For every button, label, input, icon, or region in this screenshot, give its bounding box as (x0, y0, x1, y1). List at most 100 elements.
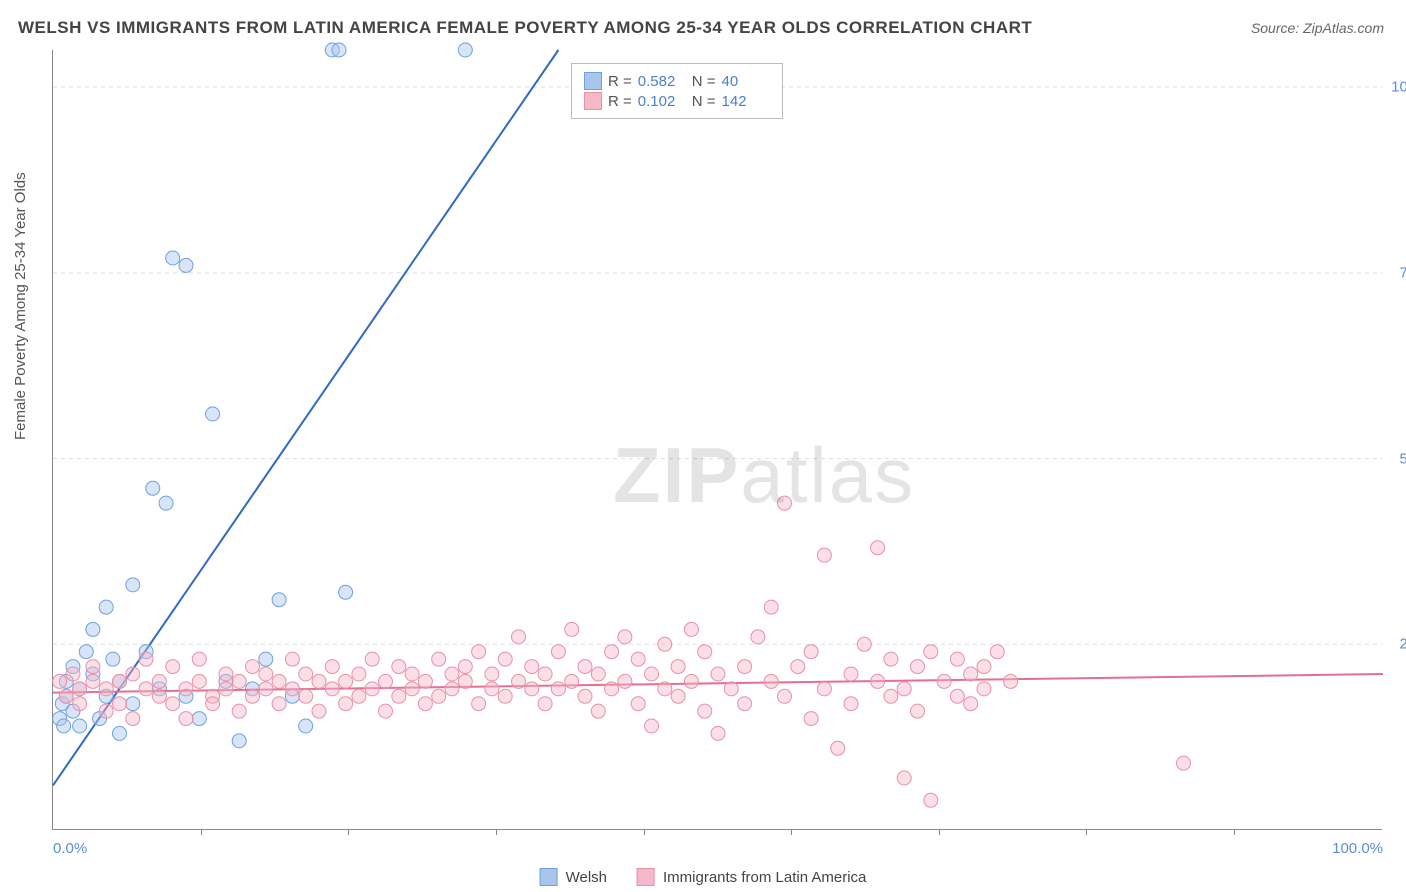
data-point (219, 667, 233, 681)
data-point (911, 660, 925, 674)
data-point (605, 645, 619, 659)
data-point (485, 667, 499, 681)
data-point (738, 660, 752, 674)
data-point (844, 667, 858, 681)
data-point (525, 682, 539, 696)
data-point (312, 704, 326, 718)
data-point (232, 674, 246, 688)
data-point (551, 682, 565, 696)
data-point (711, 726, 725, 740)
data-point (684, 674, 698, 688)
data-point (232, 734, 246, 748)
data-point (950, 652, 964, 666)
data-point (126, 697, 140, 711)
data-point (352, 689, 366, 703)
x-tick-mark (791, 829, 792, 835)
legend-n-value: 142 (722, 93, 770, 110)
data-point (379, 674, 393, 688)
data-point (285, 682, 299, 696)
data-point (73, 719, 87, 733)
data-point (804, 712, 818, 726)
data-point (232, 704, 246, 718)
data-point (911, 704, 925, 718)
data-point (751, 630, 765, 644)
data-point (113, 726, 127, 740)
data-point (458, 674, 472, 688)
data-point (339, 697, 353, 711)
legend-r-label: R = (608, 73, 632, 90)
data-point (259, 652, 273, 666)
y-tick-label: 25.0% (1399, 636, 1406, 653)
data-point (99, 600, 113, 614)
legend-n-label: N = (692, 73, 716, 90)
data-point (445, 667, 459, 681)
data-point (405, 682, 419, 696)
data-point (179, 682, 193, 696)
data-point (591, 704, 605, 718)
data-point (166, 660, 180, 674)
legend-item: Immigrants from Latin America (637, 868, 866, 886)
data-point (658, 637, 672, 651)
data-point (299, 689, 313, 703)
data-point (897, 682, 911, 696)
data-point (698, 704, 712, 718)
x-tick-mark (201, 829, 202, 835)
legend-r-value: 0.582 (638, 73, 686, 90)
data-point (578, 689, 592, 703)
data-point (525, 660, 539, 674)
data-point (738, 697, 752, 711)
data-point (79, 645, 93, 659)
data-point (871, 541, 885, 555)
data-point (418, 697, 432, 711)
data-point (498, 652, 512, 666)
data-point (365, 682, 379, 696)
data-point (219, 682, 233, 696)
data-point (458, 43, 472, 57)
data-point (139, 652, 153, 666)
plot-area: ZIPatlas R = 0.582N = 40R = 0.102N = 142… (52, 50, 1382, 830)
data-point (99, 682, 113, 696)
data-point (658, 682, 672, 696)
data-point (106, 652, 120, 666)
x-tick-label: 100.0% (1332, 840, 1383, 857)
data-point (325, 660, 339, 674)
data-point (857, 637, 871, 651)
data-point (312, 674, 326, 688)
data-point (179, 258, 193, 272)
data-point (817, 548, 831, 562)
data-point (379, 704, 393, 718)
data-point (631, 697, 645, 711)
data-point (671, 689, 685, 703)
data-point (565, 674, 579, 688)
data-point (990, 645, 1004, 659)
legend-n-value: 40 (722, 73, 770, 90)
data-point (432, 689, 446, 703)
x-tick-mark (348, 829, 349, 835)
data-point (66, 667, 80, 681)
data-point (618, 630, 632, 644)
data-point (86, 660, 100, 674)
source-label: Source: ZipAtlas.com (1251, 20, 1384, 36)
data-point (365, 652, 379, 666)
data-point (57, 719, 71, 733)
correlation-legend: R = 0.582N = 40R = 0.102N = 142 (571, 63, 783, 119)
data-point (206, 697, 220, 711)
data-point (392, 660, 406, 674)
data-point (299, 667, 313, 681)
legend-n-label: N = (692, 93, 716, 110)
data-point (259, 682, 273, 696)
data-point (113, 697, 127, 711)
data-point (1004, 674, 1018, 688)
data-point (299, 719, 313, 733)
data-point (578, 660, 592, 674)
data-point (166, 251, 180, 265)
data-point (192, 674, 206, 688)
data-point (591, 667, 605, 681)
data-point (1177, 756, 1191, 770)
data-point (937, 674, 951, 688)
data-point (152, 689, 166, 703)
data-point (724, 682, 738, 696)
data-point (206, 407, 220, 421)
data-point (146, 481, 160, 495)
data-point (538, 697, 552, 711)
